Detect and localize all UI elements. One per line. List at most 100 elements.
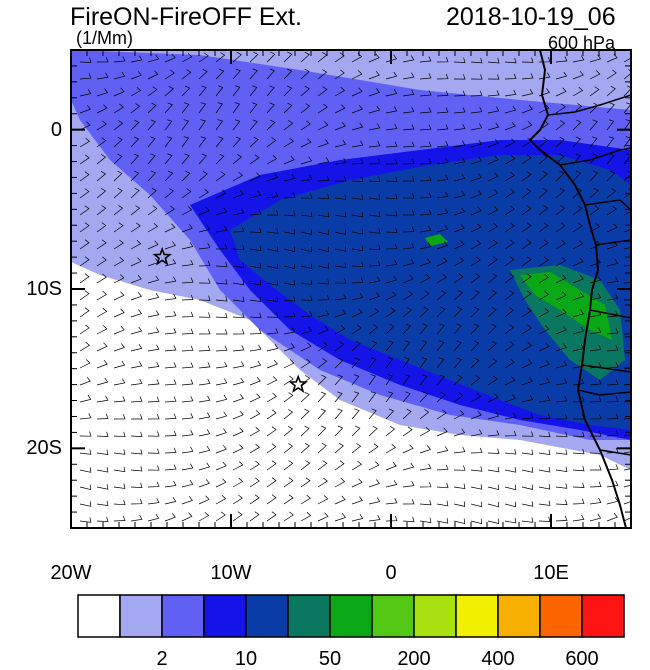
wind-barb: [232, 154, 242, 165]
wind-barb: [181, 136, 190, 148]
wind-barb: [266, 102, 275, 114]
wind-barb: [79, 171, 90, 182]
wind-barb: [317, 408, 327, 420]
wind-barb: [487, 411, 500, 420]
wind-barb: [164, 119, 173, 131]
colorbar-swatch: [287, 594, 331, 638]
wind-barb: [623, 484, 631, 488]
star-marker-central: [288, 374, 308, 393]
wind-barb: [521, 395, 534, 403]
wind-barb: [623, 512, 631, 522]
wind-barb: [555, 222, 566, 233]
wind-barb: [113, 187, 123, 199]
wind-barb: [266, 85, 275, 97]
wind-barb: [283, 327, 296, 335]
wind-barb: [147, 136, 156, 148]
wind-barb: [555, 466, 568, 473]
wind-barb: [266, 494, 277, 505]
wind-barb: [470, 223, 482, 233]
wind-barb: [470, 392, 482, 403]
wind-barb: [351, 194, 364, 200]
wind-barb: [538, 170, 548, 182]
wind-barb: [504, 73, 517, 80]
wind-barb: [487, 306, 497, 318]
wind-barb: [436, 90, 449, 97]
wind-barb: [368, 307, 380, 318]
wind-barb: [266, 280, 279, 286]
wind-barb: [453, 289, 463, 301]
wind-barb: [249, 85, 258, 97]
wind-barb: [555, 239, 566, 250]
wind-barb: [504, 394, 516, 403]
wind-barb: [96, 273, 107, 284]
wind-barb: [368, 123, 381, 131]
wind-barb: [385, 480, 398, 488]
wind-barb: [130, 361, 143, 369]
wind-barb: [130, 396, 143, 403]
wind-barb: [79, 307, 90, 318]
wind-barb: [555, 136, 565, 148]
station-markers: [152, 246, 308, 393]
wind-barb: [521, 239, 532, 250]
wind-barb: [79, 57, 92, 63]
wind-barb: [402, 499, 415, 505]
wind-barb: [249, 280, 262, 286]
wind-barb: [385, 71, 398, 80]
wind-barb: [453, 224, 465, 233]
wind-barb: [470, 484, 483, 490]
wind-barb: [538, 413, 551, 420]
wind-barb: [215, 478, 227, 488]
wind-barb: [436, 482, 449, 489]
wind-barb: [606, 170, 616, 182]
wind-barb: [453, 392, 464, 403]
wind-barb: [504, 121, 516, 131]
wind-barb: [470, 429, 483, 437]
wind-barb: [487, 172, 499, 182]
wind-barb: [419, 124, 432, 131]
wind-barb: [555, 103, 566, 114]
wind-barb: [504, 239, 515, 250]
wind-barb: [555, 360, 568, 369]
wind-barb: [215, 511, 226, 522]
wind-barb: [283, 85, 293, 97]
wind-barb: [113, 308, 125, 318]
wind-barb: [453, 273, 464, 284]
lat-tick-label: 10S: [26, 278, 62, 300]
wind-barb: [453, 518, 466, 525]
wind-barb: [555, 325, 567, 335]
wind-barb: [623, 247, 631, 250]
wind-barb: [300, 358, 311, 369]
wind-barb: [572, 482, 585, 488]
wind-barb: [436, 464, 449, 471]
wind-barb: [266, 376, 278, 386]
wind-barb: [300, 442, 310, 454]
wind-barb: [385, 141, 398, 148]
wind-barb: [623, 69, 631, 80]
wind-barb: [96, 484, 109, 490]
wind-barb: [96, 359, 108, 369]
wind-barb: [164, 413, 177, 420]
wind-barb: [436, 306, 446, 318]
wind-barb: [470, 466, 483, 472]
wind-barb: [181, 188, 192, 199]
wind-barb: [232, 51, 242, 63]
wind-barb: [538, 256, 549, 267]
wind-barb: [283, 494, 294, 505]
wind-barb: [266, 228, 279, 234]
wind-barb: [164, 153, 173, 165]
wind-barb: [215, 312, 228, 319]
wind-barb: [402, 462, 415, 471]
wind-barb: [351, 70, 363, 80]
wind-barb: [402, 307, 413, 318]
wind-barb: [147, 275, 160, 284]
colorbar-tick-label: 50: [318, 648, 342, 670]
wind-barb: [79, 73, 92, 80]
wind-barb: [131, 414, 143, 420]
wind-barb: [147, 431, 160, 437]
wind-barb: [589, 293, 602, 301]
wind-barb: [555, 378, 568, 386]
wind-barb: [470, 289, 480, 301]
wind-barb: [181, 379, 194, 386]
wind-barb: [232, 329, 245, 335]
wind-barb: [96, 256, 107, 267]
